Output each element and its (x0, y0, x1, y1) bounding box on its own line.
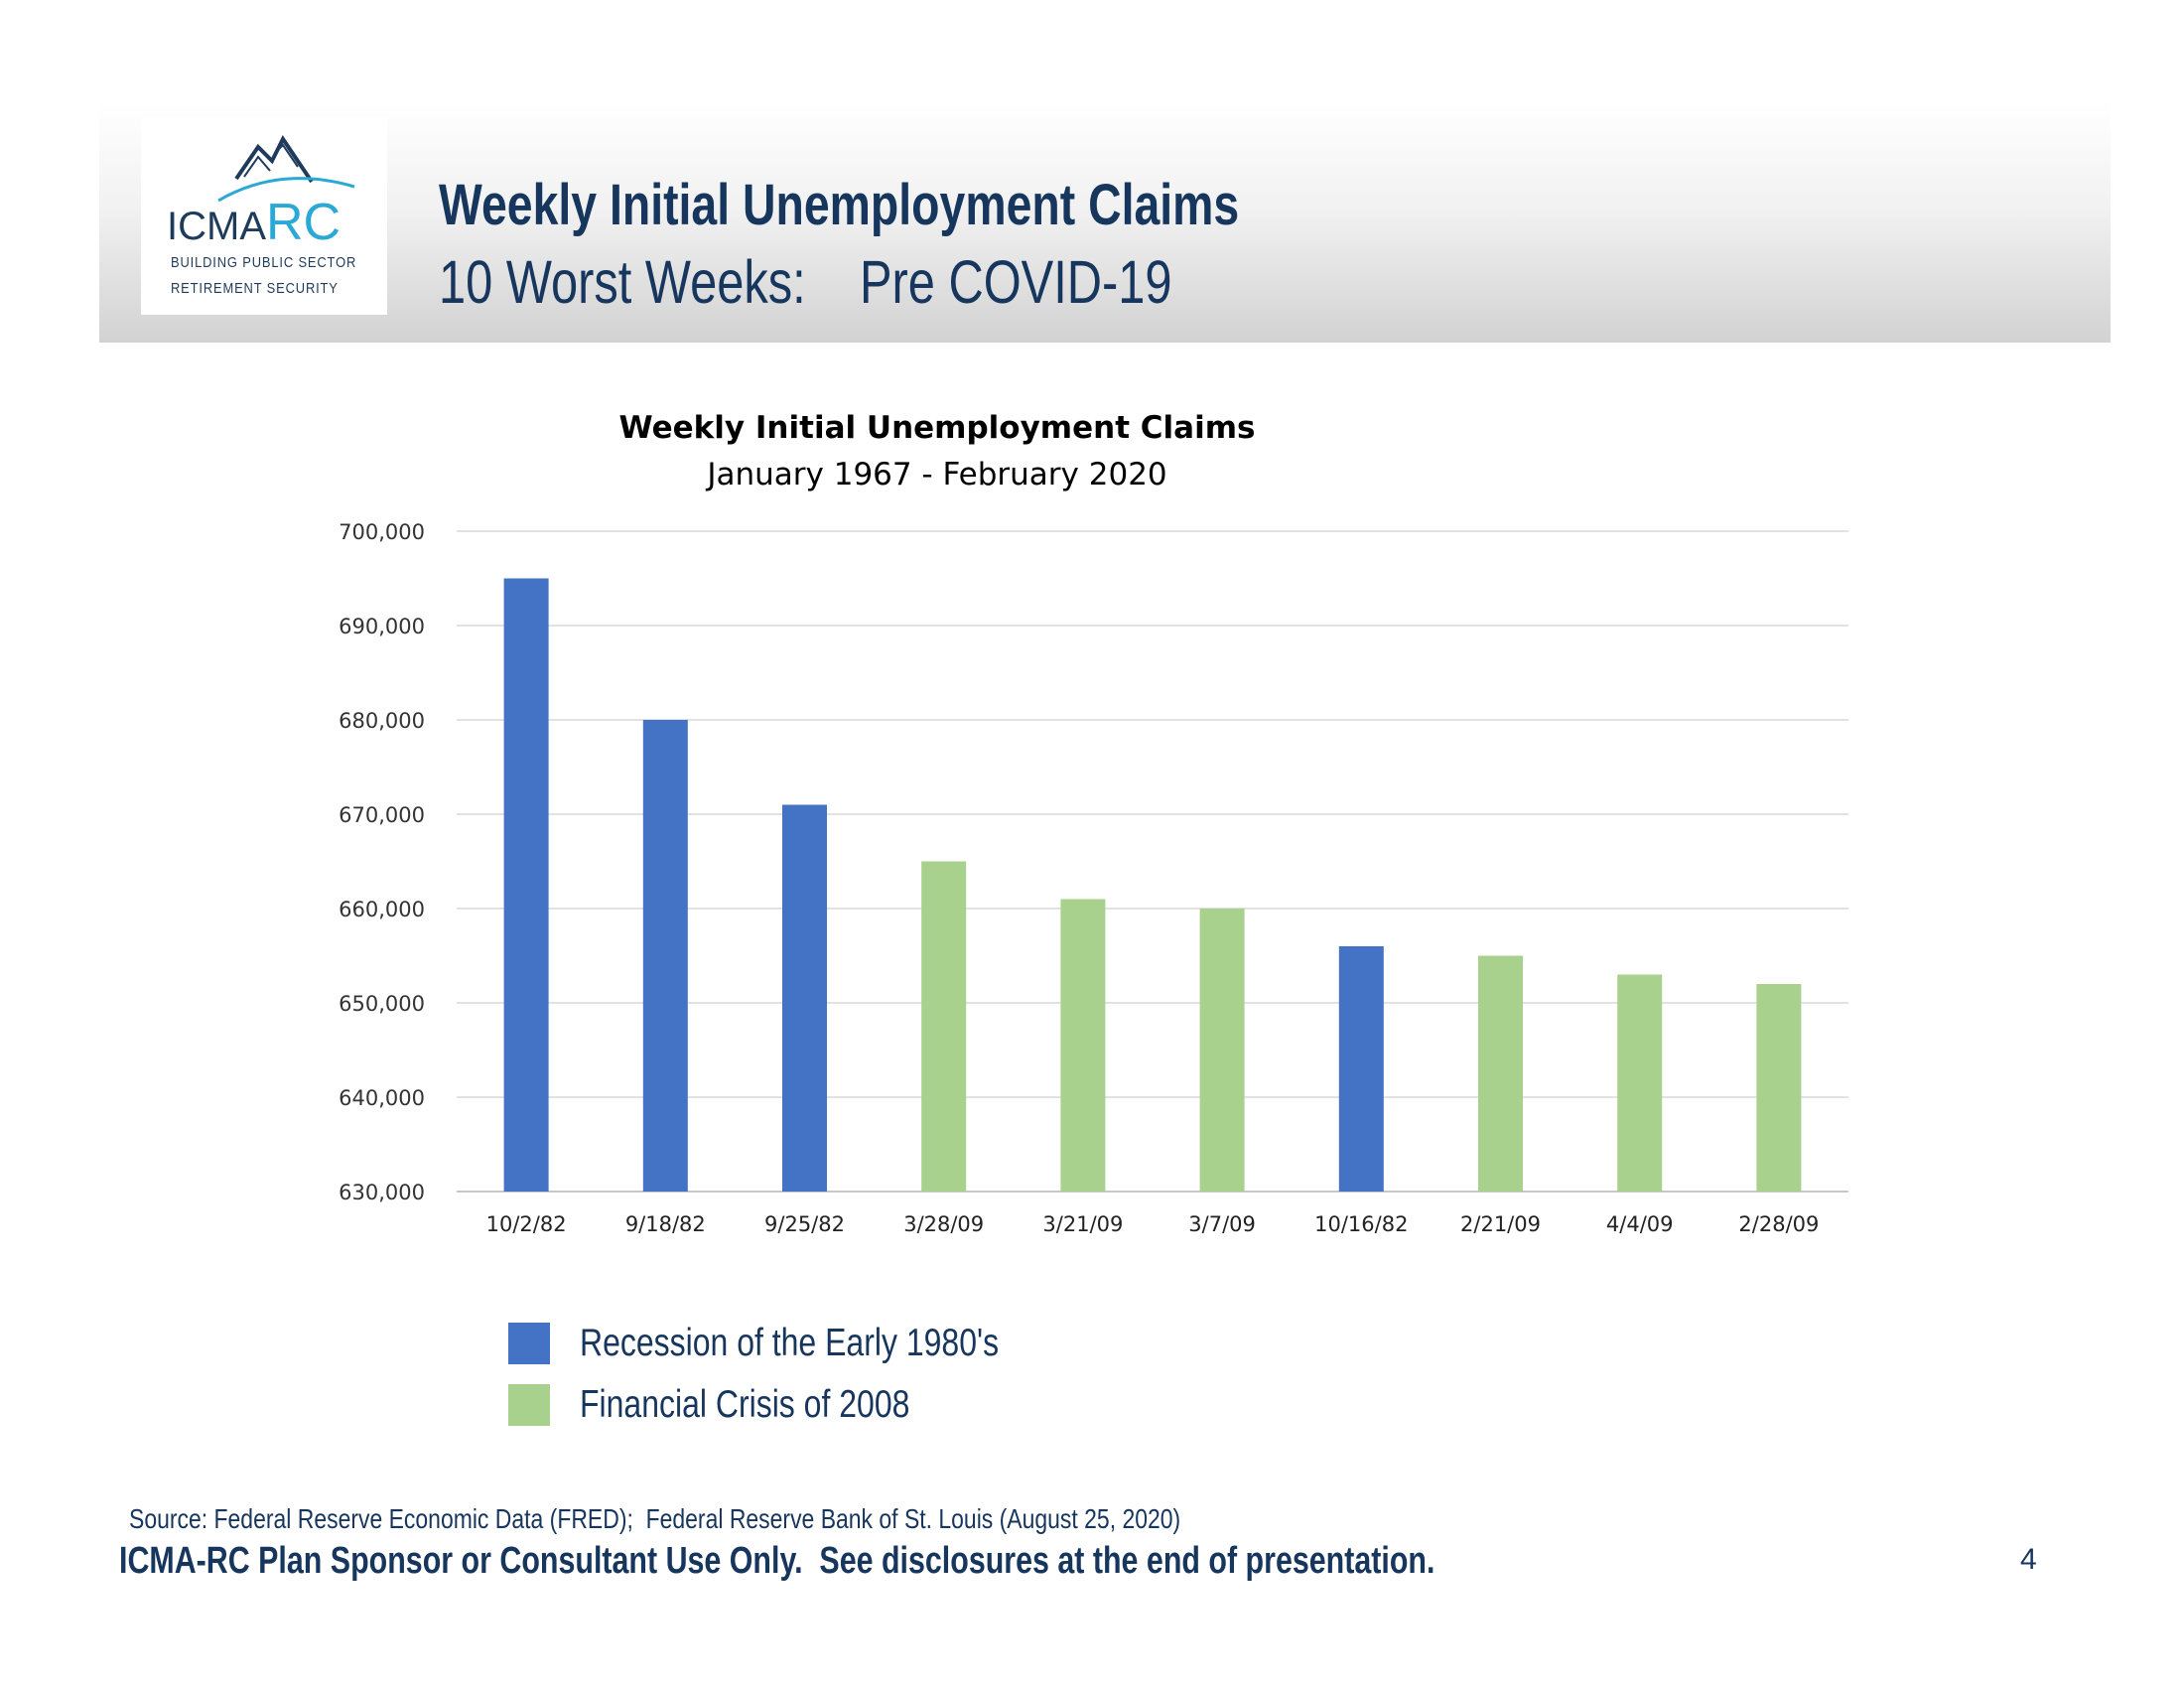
x-tick-label: 2/21/09 (1460, 1212, 1541, 1236)
slide-title: Weekly Initial Unemployment Claims (439, 173, 1240, 237)
x-tick-label: 3/28/09 (903, 1212, 984, 1236)
legend-swatch-1980s (508, 1323, 550, 1364)
x-tick-label: 9/25/82 (764, 1212, 845, 1236)
x-tick-label: 3/7/09 (1188, 1212, 1256, 1236)
x-tick-label: 2/28/09 (1738, 1212, 1819, 1236)
header-band (99, 102, 2111, 343)
logo-text-left: ICMA (167, 205, 266, 248)
bar (1478, 955, 1523, 1192)
y-tick-label: 700,000 (339, 520, 425, 544)
chart-title: Weekly Initial Unemployment Claims (619, 410, 1256, 446)
bars (503, 578, 1802, 1192)
bar (1060, 899, 1106, 1192)
legend-item-2008: Financial Crisis of 2008 (508, 1384, 1203, 1428)
page-number: 4 (2020, 1543, 2037, 1576)
bar (642, 720, 688, 1192)
footer-disclaimer: ICMA-RC Plan Sponsor or Consultant Use O… (119, 1540, 1435, 1582)
logo-tagline-1: BUILDING PUBLIC SECTOR (171, 254, 357, 271)
logo-text-right: RC (266, 194, 341, 251)
x-tick-label: 10/2/82 (486, 1212, 567, 1236)
bar (1617, 974, 1663, 1192)
bar (782, 804, 827, 1192)
y-tick-label: 650,000 (339, 992, 425, 1016)
icmarc-logo: ICMA RC BUILDING PUBLIC SECTOR RETIREMEN… (141, 117, 387, 315)
gridlines (457, 530, 1848, 1193)
y-tick-label: 630,000 (339, 1181, 425, 1204)
x-axis: 10/2/82 9/18/82 9/25/82 3/28/09 3/21/09 3/7/0… (486, 1212, 1820, 1236)
y-tick-label: 670,000 (339, 803, 425, 827)
y-tick-label: 690,000 (339, 615, 425, 638)
chart-subtitle: January 1967 - February 2020 (705, 457, 1166, 492)
legend-item-1980s: Recession of the Early 1980's (508, 1323, 1203, 1366)
bar-chart: Weekly Initial Unemployment Claims Janua… (339, 410, 1848, 1236)
source-note: Source: Federal Reserve Economic Data (F… (129, 1503, 1181, 1534)
bar (1338, 946, 1384, 1192)
legend-label-1980s: Recession of the Early 1980's (580, 1322, 1000, 1364)
x-tick-label: 3/21/09 (1042, 1212, 1123, 1236)
y-tick-label: 680,000 (339, 709, 425, 733)
y-tick-label: 660,000 (339, 898, 425, 921)
y-tick-label: 640,000 (339, 1086, 425, 1110)
bar (1756, 984, 1802, 1192)
bar (1199, 909, 1245, 1192)
slide-subtitle: 10 Worst Weeks: Pre COVID-19 (439, 248, 1172, 316)
x-tick-label: 9/18/82 (625, 1212, 706, 1236)
y-axis: 630,000 640,000 650,000 660,000 670,000 680,0… (339, 520, 425, 1204)
bar (503, 578, 549, 1192)
x-tick-label: 4/4/09 (1606, 1212, 1674, 1236)
legend-swatch-2008 (508, 1384, 550, 1426)
bar (921, 861, 967, 1192)
legend-label-2008: Financial Crisis of 2008 (580, 1383, 910, 1426)
x-tick-label: 10/16/82 (1314, 1212, 1408, 1236)
logo-tagline-2: RETIREMENT SECURITY (171, 280, 339, 297)
mountain-peaks-icon: ICMA RC (167, 135, 355, 251)
